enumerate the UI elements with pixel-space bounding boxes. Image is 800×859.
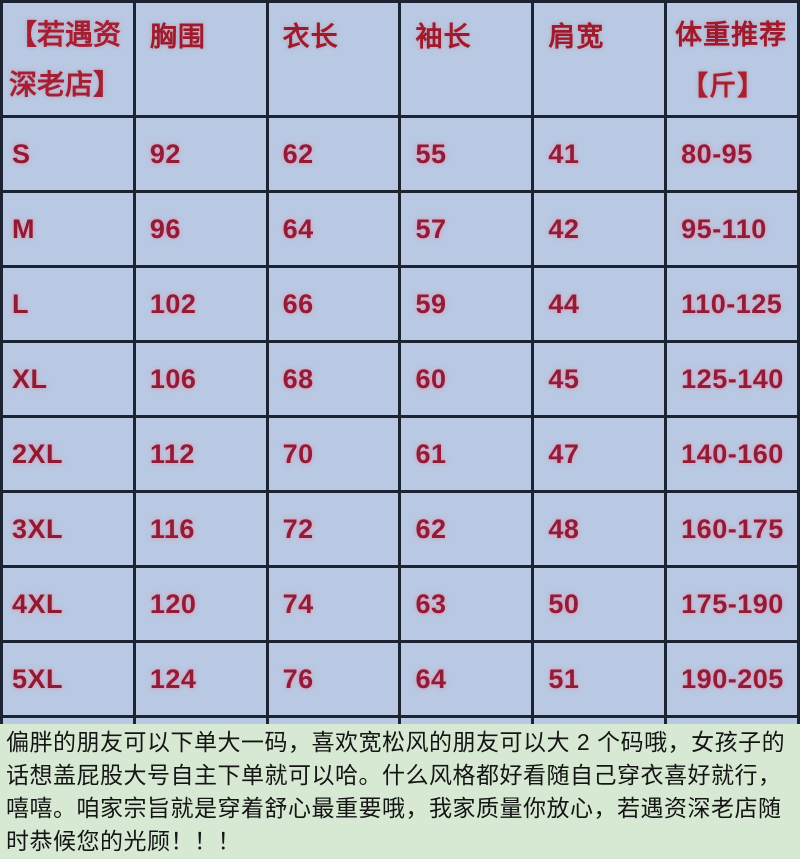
size-cell: M <box>3 193 133 265</box>
shoulder-cell: 50 <box>534 568 665 640</box>
size-cell: 4XL <box>3 568 133 640</box>
size-cell: 2XL <box>3 418 133 490</box>
length-cell: 64 <box>268 193 399 265</box>
length-cell: 72 <box>268 493 399 565</box>
length-cell: 76 <box>268 643 399 715</box>
cutoff-cell <box>667 718 797 724</box>
chest-cell: 106 <box>135 343 266 415</box>
header-weight-line2: 【斤】 <box>681 71 766 101</box>
chest-cell: 116 <box>135 493 266 565</box>
header-length: 衣长 <box>268 3 399 115</box>
size-chart-table: 【若遇资 深老店】 胸围 衣长 袖长 肩宽 体重推荐 【斤】 S 92 62 5… <box>0 0 800 718</box>
header-shop-line1: 【若遇资 <box>9 19 122 50</box>
shoulder-cell: 44 <box>534 268 665 340</box>
sleeve-cell: 59 <box>401 268 532 340</box>
size-cell: 3XL <box>3 493 133 565</box>
length-cell: 68 <box>268 343 399 415</box>
length-cell: 74 <box>268 568 399 640</box>
length-cell: 62 <box>268 118 399 190</box>
cutoff-cell <box>534 718 665 724</box>
header-weight: 体重推荐 【斤】 <box>667 3 797 115</box>
cutoff-cell <box>268 718 399 724</box>
shoulder-cell: 51 <box>534 643 665 715</box>
header-shoulder: 肩宽 <box>534 3 665 115</box>
header-shop-line2: 深老店】 <box>9 69 122 100</box>
chest-cell: 92 <box>135 118 266 190</box>
sleeve-cell: 64 <box>401 643 532 715</box>
size-cell: XL <box>3 343 133 415</box>
sleeve-cell: 63 <box>401 568 532 640</box>
chest-cell: 96 <box>135 193 266 265</box>
header-shop-name: 【若遇资 深老店】 <box>3 3 133 115</box>
header-chest: 胸围 <box>135 3 266 115</box>
cutoff-cell <box>135 718 266 724</box>
sleeve-cell: 57 <box>401 193 532 265</box>
chest-cell: 124 <box>135 643 266 715</box>
weight-cell: 160-175 <box>667 493 797 565</box>
size-cell: 5XL <box>3 643 133 715</box>
shoulder-cell: 45 <box>534 343 665 415</box>
sizing-advice-note: 偏胖的朋友可以下单大一码，喜欢宽松风的朋友可以大 2 个码哦，女孩子的话想盖屁股… <box>0 724 800 859</box>
header-weight-line1: 体重推荐 <box>675 20 788 50</box>
length-cell: 70 <box>268 418 399 490</box>
shoulder-cell: 48 <box>534 493 665 565</box>
header-sleeve: 袖长 <box>401 3 532 115</box>
sleeve-cell: 62 <box>401 493 532 565</box>
sleeve-cell: 61 <box>401 418 532 490</box>
cutoff-cell <box>3 718 133 724</box>
shoulder-cell: 41 <box>534 118 665 190</box>
size-cell: S <box>3 118 133 190</box>
sleeve-cell: 55 <box>401 118 532 190</box>
weight-cell: 140-160 <box>667 418 797 490</box>
weight-cell: 95-110 <box>667 193 797 265</box>
weight-cell: 175-190 <box>667 568 797 640</box>
shoulder-cell: 47 <box>534 418 665 490</box>
size-cell: L <box>3 268 133 340</box>
weight-cell: 110-125 <box>667 268 797 340</box>
weight-cell: 80-95 <box>667 118 797 190</box>
cutoff-cell <box>401 718 532 724</box>
weight-cell: 125-140 <box>667 343 797 415</box>
chest-cell: 120 <box>135 568 266 640</box>
shoulder-cell: 42 <box>534 193 665 265</box>
chest-cell: 112 <box>135 418 266 490</box>
length-cell: 66 <box>268 268 399 340</box>
weight-cell: 190-205 <box>667 643 797 715</box>
cutoff-row-strip <box>0 718 800 724</box>
chest-cell: 102 <box>135 268 266 340</box>
sleeve-cell: 60 <box>401 343 532 415</box>
